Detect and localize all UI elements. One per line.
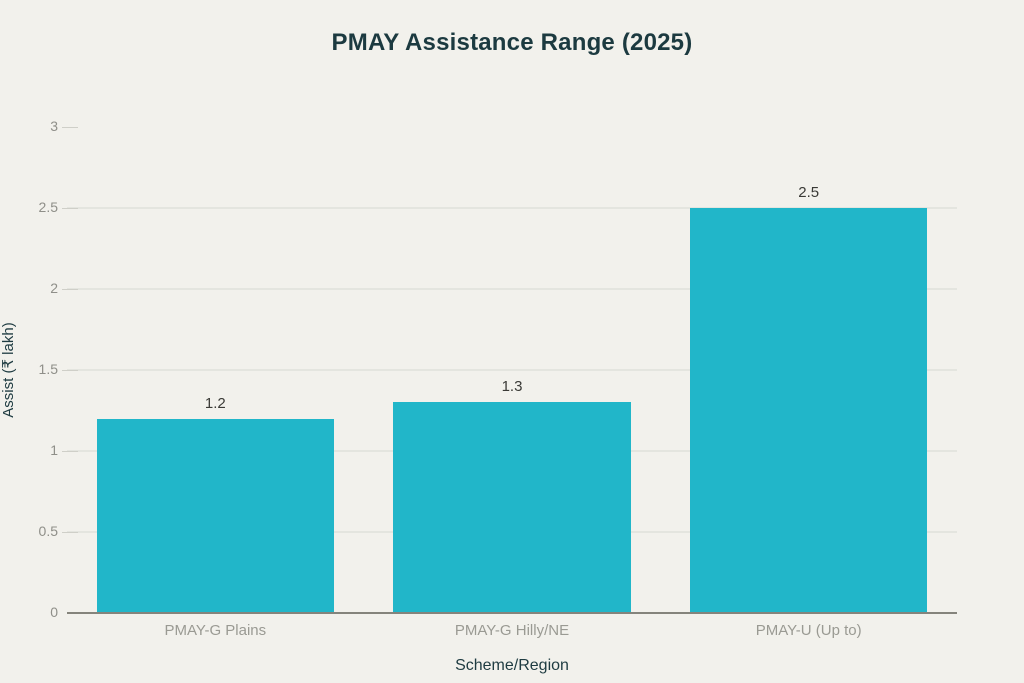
bar-pmay-g-plains xyxy=(96,418,334,613)
x-category-label: PMAY-U (Up to) xyxy=(755,622,862,639)
y-tick-label: 2.5 xyxy=(38,199,58,215)
bar-pmay-u-up-to xyxy=(690,208,928,613)
gridline xyxy=(67,288,957,290)
y-tick-label: 1 xyxy=(50,442,58,458)
bar-pmay-g-hilly-ne xyxy=(393,402,631,613)
y-tick-label: 3 xyxy=(50,118,58,134)
y-tick-mark xyxy=(62,370,78,371)
y-tick-mark xyxy=(62,532,78,533)
bar-value-label: 1.2 xyxy=(204,394,226,412)
bar-value-label: 2.5 xyxy=(798,184,820,201)
x-category-label: PMAY-G Hilly/NE xyxy=(454,622,570,639)
y-tick-label: 0 xyxy=(50,604,58,620)
y-tick-label: 1.5 xyxy=(38,361,58,377)
chart-title: PMAY Assistance Range (2025) xyxy=(331,29,693,56)
gridline xyxy=(67,369,957,371)
y-tick-label: 2 xyxy=(50,280,58,296)
x-axis-line xyxy=(67,612,957,614)
y-tick-label: 0.5 xyxy=(38,523,58,539)
y-tick-mark xyxy=(62,451,78,452)
gridline xyxy=(67,207,957,209)
y-tick-mark xyxy=(62,289,78,290)
bar-value-label: 1.3 xyxy=(501,378,523,396)
y-tick-mark xyxy=(62,208,78,209)
x-category-label: PMAY-G Plains xyxy=(164,622,267,639)
x-axis-title: Scheme/Region xyxy=(455,657,569,674)
y-tick-mark xyxy=(62,127,78,128)
